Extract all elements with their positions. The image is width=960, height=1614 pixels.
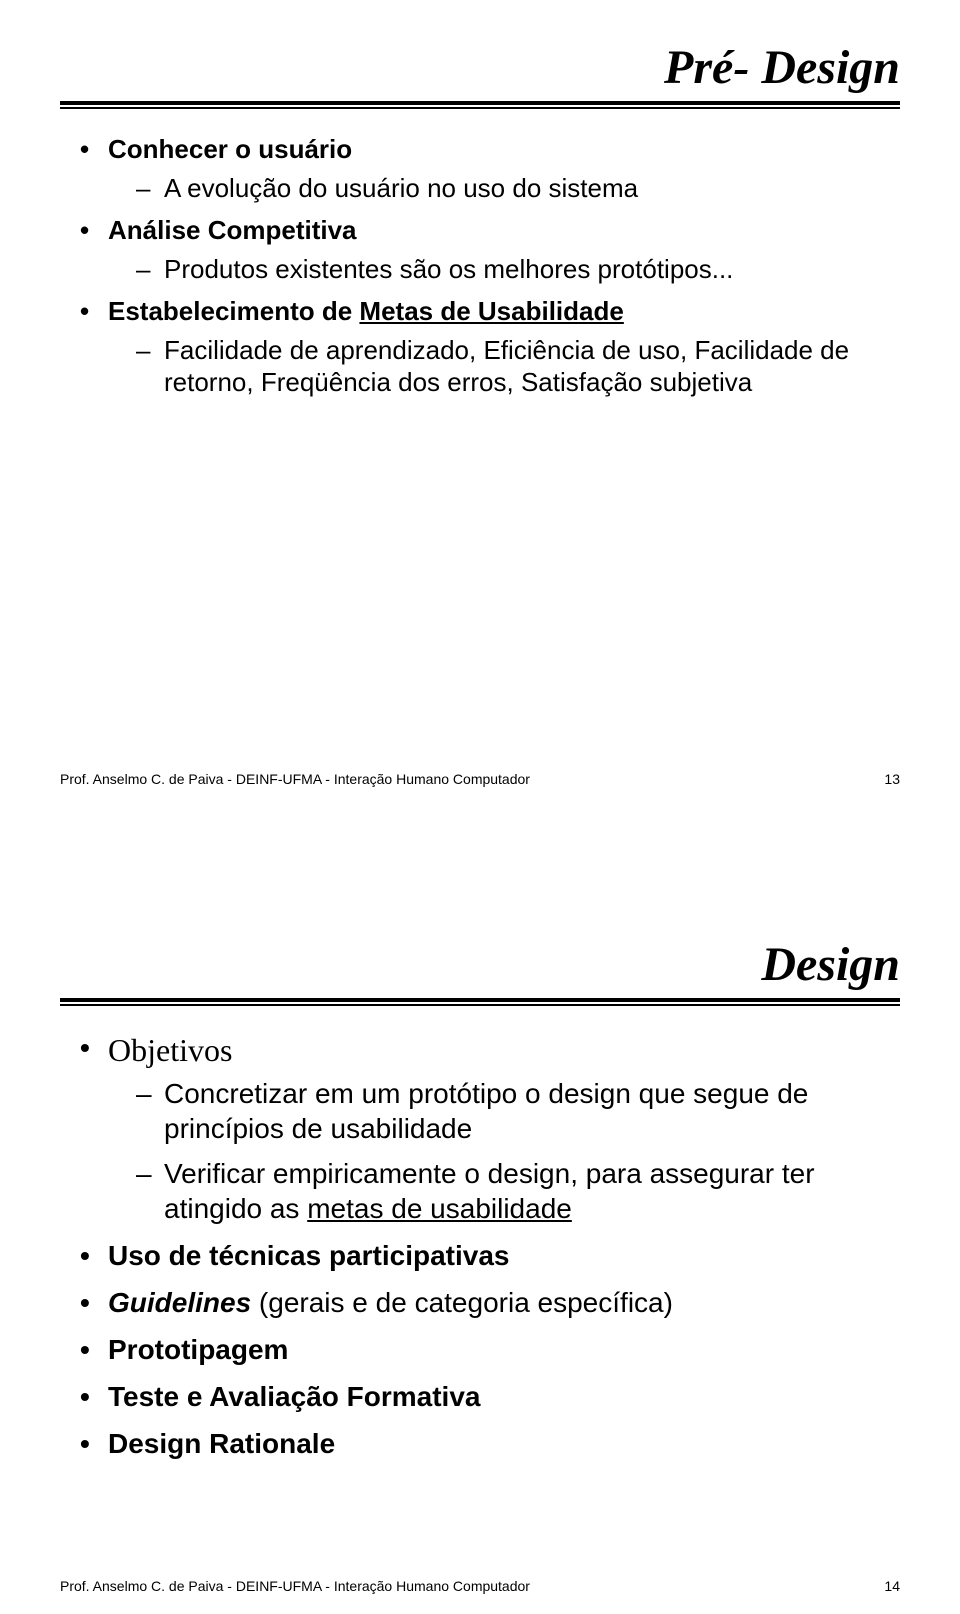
rule-thick xyxy=(60,998,900,1002)
bullet-design-rationale: Design Rationale xyxy=(80,1426,900,1461)
slide-footer: Prof. Anselmo C. de Paiva - DEINF-UFMA -… xyxy=(60,1578,900,1594)
bullet-guidelines: Guidelines (gerais e de categoria especí… xyxy=(80,1285,900,1320)
sub-item: Produtos existentes são os melhores prot… xyxy=(136,253,900,286)
bullet-objetivos: Objetivos Concretizar em um protótipo o … xyxy=(80,1030,900,1226)
sub-list: Produtos existentes são os melhores prot… xyxy=(108,253,900,286)
footer-page-number: 13 xyxy=(884,771,900,787)
sub-text: Concretizar em um protótipo o design que… xyxy=(164,1078,808,1144)
rule-thick xyxy=(60,101,900,105)
sub-text-underlined: metas de usabilidade xyxy=(307,1193,572,1224)
bullet-tecnicas: Uso de técnicas participativas xyxy=(80,1238,900,1273)
guidelines-rest: (gerais e de categoria específica) xyxy=(251,1287,673,1318)
sub-list: A evolução do usuário no uso do sistema xyxy=(108,172,900,205)
title-wrap: Pré- Design xyxy=(60,40,900,95)
footer-page-number: 14 xyxy=(884,1578,900,1594)
slide-footer: Prof. Anselmo C. de Paiva - DEINF-UFMA -… xyxy=(60,771,900,787)
sub-item: Facilidade de aprendizado, Eficiência de… xyxy=(136,334,900,399)
slide-content: Objetivos Concretizar em um protótipo o … xyxy=(60,1030,900,1461)
footer-left: Prof. Anselmo C. de Paiva - DEINF-UFMA -… xyxy=(60,1578,530,1594)
bullet-list: Conhecer o usuário A evolução do usuário… xyxy=(80,133,900,399)
sub-item-concretizar: Concretizar em um protótipo o design que… xyxy=(136,1076,900,1146)
sub-item: A evolução do usuário no uso do sistema xyxy=(136,172,900,205)
sub-list: Concretizar em um protótipo o design que… xyxy=(108,1076,900,1226)
slide-title: Pré- Design xyxy=(664,40,900,95)
bullet-label-prefix: Estabelecimento de xyxy=(108,296,359,326)
footer-left: Prof. Anselmo C. de Paiva - DEINF-UFMA -… xyxy=(60,771,530,787)
bullet-label-underlined: Metas de Usabilidade xyxy=(359,296,623,326)
bullet-analise: Análise Competitiva Produtos existentes … xyxy=(80,214,900,285)
slide-content: Conhecer o usuário A evolução do usuário… xyxy=(60,133,900,399)
title-wrap: Design xyxy=(60,937,900,992)
slide-pre-design: Pré- Design Conhecer o usuário A evoluçã… xyxy=(0,0,960,807)
slide-design: Design Objetivos Concretizar em um protó… xyxy=(0,807,960,1614)
bullet-metas: Estabelecimento de Metas de Usabilidade … xyxy=(80,295,900,399)
sub-item-verificar: Verificar empiricamente o design, para a… xyxy=(136,1156,900,1226)
slide-title: Design xyxy=(761,937,900,992)
guidelines-italic: Guidelines xyxy=(108,1287,251,1318)
bullet-teste: Teste e Avaliação Formativa xyxy=(80,1379,900,1414)
rule-thin xyxy=(60,107,900,109)
sub-list: Facilidade de aprendizado, Eficiência de… xyxy=(108,334,900,399)
bullet-label: Análise Competitiva xyxy=(108,215,357,245)
bullet-label: Conhecer o usuário xyxy=(108,134,352,164)
bullet-list: Objetivos Concretizar em um protótipo o … xyxy=(80,1030,900,1461)
rule-thin xyxy=(60,1004,900,1006)
bullet-conhecer: Conhecer o usuário A evolução do usuário… xyxy=(80,133,900,204)
bullet-prototipagem: Prototipagem xyxy=(80,1332,900,1367)
objetivos-label: Objetivos xyxy=(108,1032,232,1068)
